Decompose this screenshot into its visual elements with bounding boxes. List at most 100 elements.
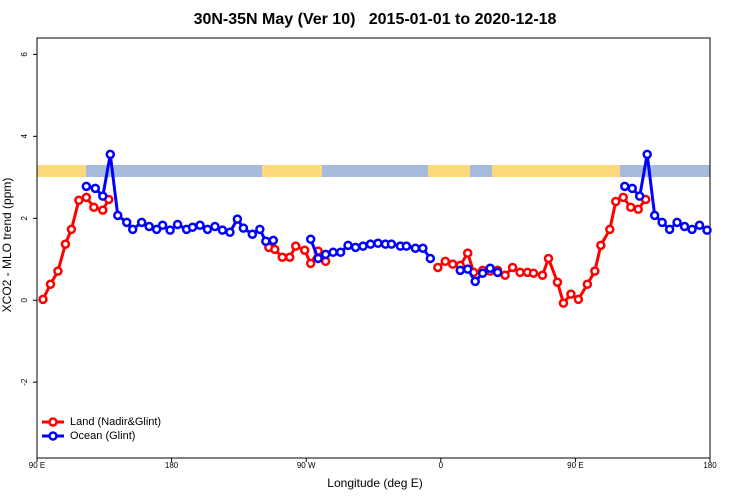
data-point <box>552 277 563 287</box>
data-point <box>657 217 667 228</box>
data-point <box>232 214 243 224</box>
data-point <box>448 259 458 269</box>
data-point <box>328 247 338 258</box>
y-axis-label: XCO2 - MLO trend (ppm) <box>0 178 14 313</box>
data-point <box>672 217 682 228</box>
data-point <box>89 202 99 212</box>
data-point <box>268 235 279 246</box>
data-point <box>633 204 643 215</box>
data-point <box>261 236 271 246</box>
data-point <box>247 229 258 240</box>
data-point <box>618 192 629 203</box>
data-point <box>582 279 593 290</box>
data-point <box>611 196 621 207</box>
y-tick-label: -2 <box>20 378 29 386</box>
data-point <box>642 149 652 160</box>
data-point <box>81 181 92 192</box>
data-point <box>462 248 473 258</box>
y-tick-label: 6 <box>20 52 29 57</box>
data-point <box>277 252 288 262</box>
data-point <box>81 192 92 203</box>
data-point <box>113 210 123 221</box>
data-point <box>136 217 147 228</box>
data-point <box>45 279 56 290</box>
x-tick-label: 90 E <box>567 461 583 470</box>
land-band <box>428 165 470 177</box>
data-point <box>255 224 265 235</box>
data-point <box>225 227 235 237</box>
data-point <box>605 224 615 235</box>
data-point <box>187 222 198 233</box>
legend-marker <box>48 431 58 441</box>
data-point <box>335 247 346 258</box>
data-point <box>202 224 213 235</box>
data-point <box>172 219 183 230</box>
data-point <box>455 265 465 276</box>
data-point <box>151 224 162 235</box>
data-point <box>290 241 301 251</box>
data-point <box>350 242 361 253</box>
data-point <box>440 256 451 267</box>
land-ocean-band <box>37 165 710 177</box>
x-tick-label: 180 <box>703 461 717 470</box>
data-point <box>470 276 480 287</box>
legend-label: Ocean (Glint) <box>70 430 135 442</box>
data-point <box>60 239 71 249</box>
data-point <box>627 183 637 194</box>
data-point <box>365 239 376 249</box>
data-point <box>90 183 101 194</box>
legend-label: Land (Nadir&Glint) <box>70 416 161 428</box>
data-point <box>694 220 705 231</box>
data-point <box>590 266 600 276</box>
data-point <box>500 270 510 280</box>
x-tick-label: 0 <box>439 461 444 470</box>
data-point <box>558 298 569 308</box>
data-point <box>53 266 63 276</box>
legend: Land (Nadir&Glint) Ocean (Glint) <box>42 416 161 442</box>
land-band <box>37 165 86 177</box>
data-point <box>528 268 539 278</box>
data-point <box>38 294 48 305</box>
x-tick-label: 90 W <box>297 461 316 470</box>
data-point <box>127 224 138 235</box>
data-point <box>649 210 660 221</box>
data-point <box>210 221 220 232</box>
legend-marker <box>48 417 58 427</box>
data-point <box>157 220 168 231</box>
data-point <box>305 234 316 244</box>
data-point <box>634 191 645 201</box>
data-point <box>679 221 690 232</box>
data-point <box>515 267 525 278</box>
y-tick-label: 4 <box>20 134 29 139</box>
y-tick-label: 2 <box>20 216 29 221</box>
data-point <box>284 252 295 262</box>
data-point <box>573 294 584 305</box>
data-point <box>596 240 606 251</box>
chart-title: 30N-35N May (Ver 10) 2015-01-01 to 2020-… <box>194 11 557 28</box>
x-axis-label: Longitude (deg E) <box>327 476 422 490</box>
data-point <box>702 225 712 235</box>
data-point <box>507 262 518 273</box>
data-point <box>105 149 116 160</box>
data-point <box>74 195 84 206</box>
data-point <box>401 241 412 251</box>
data-point <box>433 262 443 273</box>
y-tick-label: 0 <box>20 297 29 302</box>
data-point <box>270 244 280 255</box>
data-point <box>410 243 421 253</box>
data-point <box>462 264 473 274</box>
data-point <box>425 253 436 264</box>
data-point <box>195 220 205 231</box>
data-point <box>98 205 108 215</box>
data-point <box>121 217 132 228</box>
data-point <box>66 224 77 235</box>
data-point <box>664 224 675 235</box>
data-point <box>620 181 630 192</box>
land-band <box>492 165 620 177</box>
data-point <box>418 243 428 253</box>
x-tick-label: 90 E <box>29 461 45 470</box>
x-tick-label: 180 <box>165 461 179 470</box>
data-point <box>537 270 548 280</box>
data-point <box>492 267 503 278</box>
data-point <box>320 249 331 260</box>
